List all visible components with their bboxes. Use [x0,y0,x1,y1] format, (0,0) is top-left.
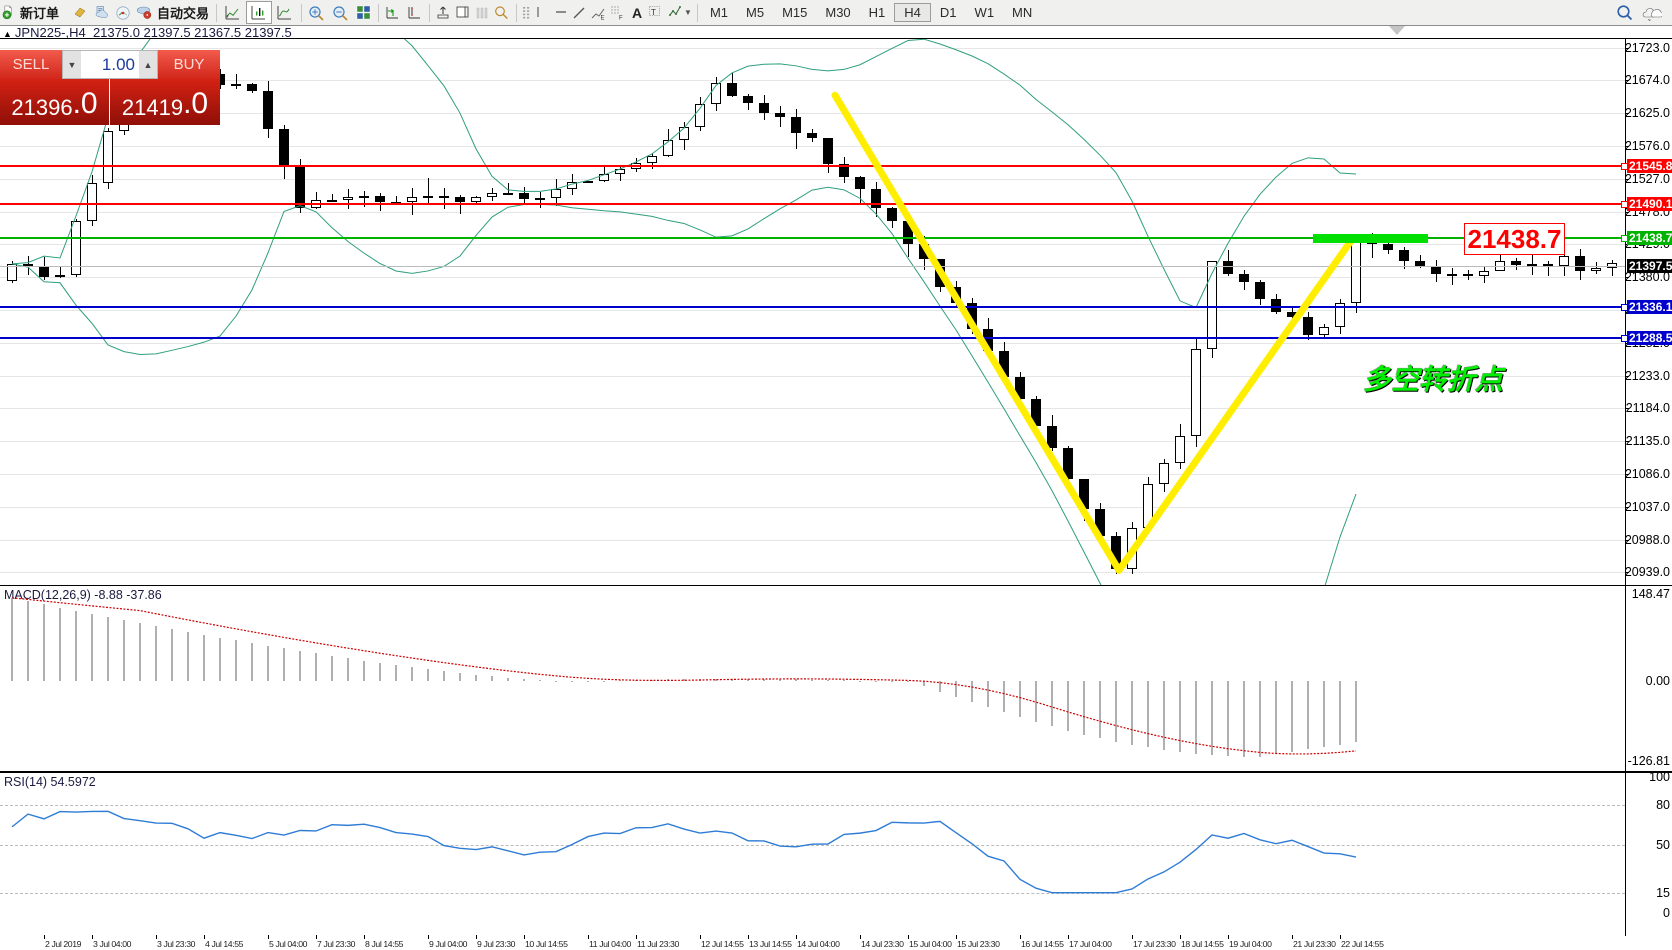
svg-text:F: F [619,15,623,21]
svg-text:T: T [651,8,656,17]
svg-text:E: E [601,15,605,21]
